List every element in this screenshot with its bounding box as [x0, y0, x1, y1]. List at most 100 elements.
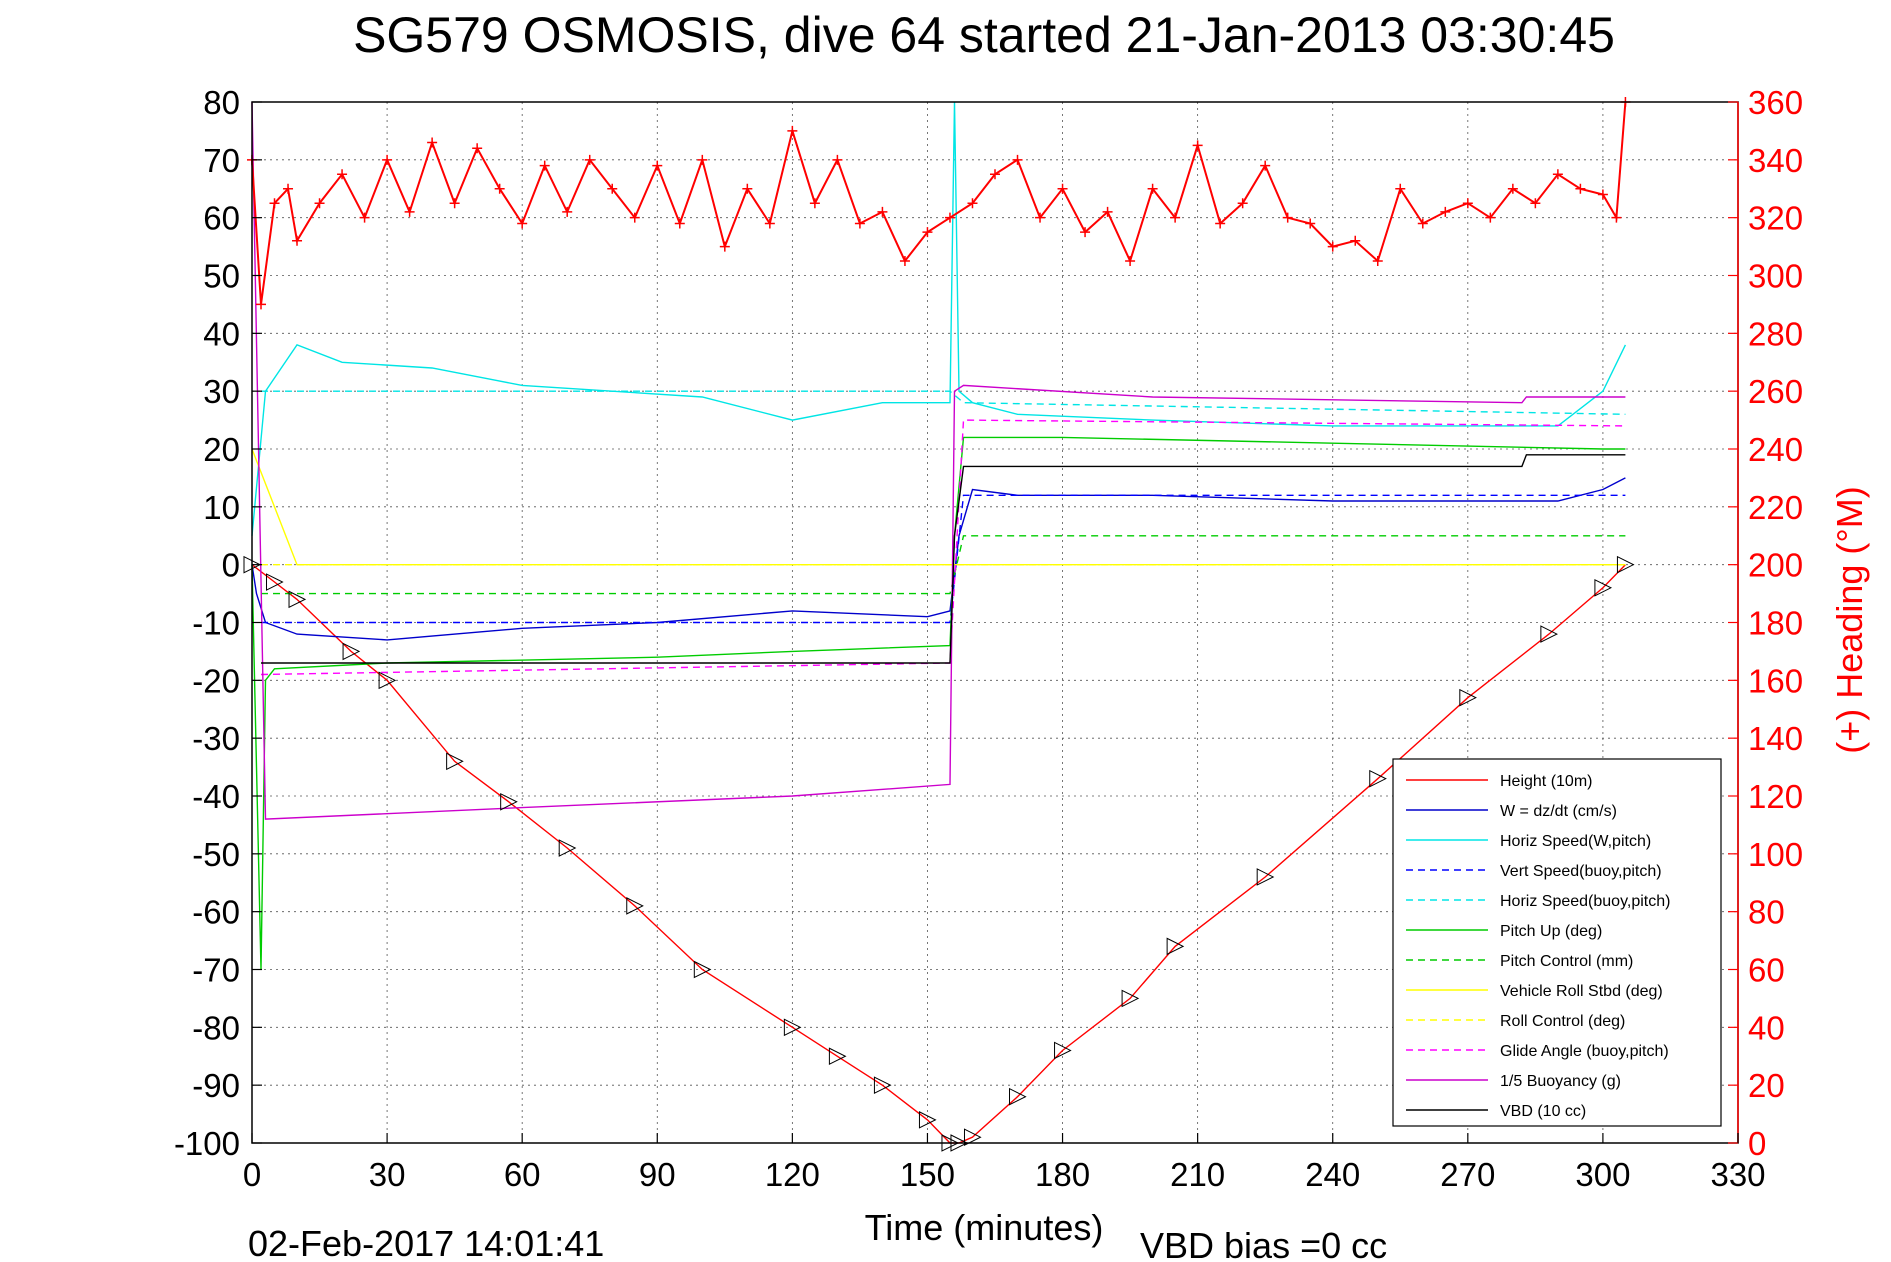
- legend-entry-3: Vert Speed(buoy,pitch): [1500, 863, 1662, 880]
- height-marker: [963, 1128, 982, 1147]
- x-tick-label: 60: [504, 1156, 541, 1193]
- height-marker: [288, 590, 307, 609]
- y-tick-label: -10: [192, 605, 240, 642]
- heading-marker: [1611, 212, 1622, 223]
- y-tick-label: 30: [203, 373, 240, 410]
- legend-entry-7: Vehicle Roll Stbd (deg): [1500, 983, 1663, 1000]
- height-marker: [1594, 578, 1613, 597]
- heading-marker: [764, 218, 775, 229]
- heading-marker: [899, 256, 910, 267]
- height-marker: [873, 1076, 892, 1094]
- height-marker: [558, 839, 577, 857]
- heading-marker: [922, 227, 933, 238]
- heading-marker: [517, 218, 528, 229]
- y2-tick-label: 280: [1748, 315, 1803, 352]
- chart-title: SG579 OSMOSIS, dive 64 started 21-Jan-20…: [353, 7, 1615, 63]
- heading-marker: [1057, 183, 1068, 194]
- x-tick-label: 90: [639, 1156, 676, 1193]
- heading-marker: [494, 183, 505, 194]
- y2-tick-label: 140: [1748, 720, 1803, 757]
- y2-tick-label: 360: [1748, 84, 1803, 121]
- x-tick-label: 0: [243, 1156, 261, 1193]
- heading-marker: [674, 218, 685, 229]
- x-tick-label: 150: [900, 1156, 955, 1193]
- series-line-1: [251, 477, 1626, 641]
- heading-marker: [832, 154, 843, 165]
- heading-marker: [854, 218, 865, 229]
- heading-marker: [1552, 169, 1563, 180]
- heading-marker: [382, 154, 393, 165]
- heading-marker: [1372, 256, 1383, 267]
- height-marker: [1009, 1087, 1027, 1106]
- heading-marker: [629, 212, 640, 223]
- legend-entry-5: Pitch Up (deg): [1500, 923, 1602, 940]
- y2-tick-label: 300: [1748, 258, 1803, 295]
- y2-tick-label: 160: [1748, 662, 1803, 699]
- heading-marker: [1507, 183, 1518, 194]
- series-line-0: [251, 564, 1626, 1144]
- x-tick-label: 240: [1305, 1156, 1360, 1193]
- height-marker: [1256, 868, 1275, 886]
- legend-entry-6: Pitch Control (mm): [1500, 953, 1633, 970]
- x-axis-ticks: 0 30 60 90 120 150 180 210 240 270 300 330: [243, 1133, 1766, 1193]
- y2-tick-label: 340: [1748, 142, 1803, 179]
- x-tick-label: 270: [1440, 1156, 1495, 1193]
- heading-marker: [1597, 189, 1608, 200]
- y-tick-label: -100: [174, 1125, 240, 1162]
- height-marker: [342, 642, 361, 661]
- y-tick-label: -80: [192, 1009, 240, 1046]
- heading-marker: [337, 169, 348, 180]
- heading-marker: [697, 154, 708, 165]
- heading-marker: [1440, 206, 1451, 217]
- x-tick-label: 180: [1035, 1156, 1090, 1193]
- y-tick-label: -30: [192, 720, 240, 757]
- heading-marker: [1327, 241, 1338, 252]
- heading-marker: [1147, 183, 1158, 194]
- heading-marker: [1260, 160, 1271, 171]
- y-axis-ticks: 80 70 60 50 40 30 20 10 0 -10 -20 -30 -40 -50 -60 -70 -8…: [174, 84, 262, 1162]
- y2-tick-label: 180: [1748, 605, 1803, 642]
- height-marker: [1616, 555, 1635, 574]
- heading-marker: [1125, 256, 1136, 267]
- height-marker: [1459, 688, 1477, 707]
- height-marker: [1540, 625, 1558, 643]
- height-marker: [693, 960, 712, 979]
- height-marker: [828, 1047, 847, 1066]
- height-marker: [1166, 937, 1185, 956]
- footer-date: 02-Feb-2017 14:01:41: [248, 1223, 604, 1262]
- legend-entry-2: Horiz Speed(W,pitch): [1500, 833, 1651, 850]
- series-line-4: [261, 390, 1626, 415]
- heading-marker: [787, 125, 798, 136]
- heading-marker: [1530, 198, 1541, 209]
- height-marker: [500, 792, 518, 811]
- heading-marker: [967, 198, 978, 209]
- legend-entry-10: 1/5 Buoyancy (g): [1500, 1073, 1621, 1090]
- heading-marker: [1035, 212, 1046, 223]
- y2-tick-label: 100: [1748, 836, 1803, 873]
- heading-marker: [1102, 206, 1113, 217]
- heading-marker: [269, 198, 280, 209]
- heading-marker: [283, 183, 294, 194]
- heading-marker: [1417, 218, 1428, 229]
- heading-marker: [809, 198, 820, 209]
- heading-marker: [1170, 212, 1181, 223]
- footer-vbd-bias: VBD bias =0 cc: [1140, 1225, 1387, 1262]
- y-tick-label: 80: [203, 84, 240, 121]
- y2-tick-label: 120: [1748, 778, 1803, 815]
- series-line-9: [260, 419, 1626, 676]
- y2-tick-label: 80: [1748, 894, 1785, 931]
- series-line-2: [251, 101, 1627, 536]
- x-tick-label: 330: [1710, 1156, 1765, 1193]
- heading-marker: [562, 206, 573, 217]
- legend-entry-11: VBD (10 cc): [1500, 1103, 1586, 1120]
- heading-marker: [449, 198, 460, 209]
- y-tick-label: -50: [192, 836, 240, 873]
- series-line-10: [251, 101, 1626, 820]
- heading-marker: [1237, 198, 1248, 209]
- y-tick-label: -90: [192, 1067, 240, 1104]
- heading-marker: [1395, 183, 1406, 194]
- x-tick-label: 300: [1575, 1156, 1630, 1193]
- heading-marker: [742, 183, 753, 194]
- heading-marker: [607, 183, 618, 194]
- height-marker: [446, 752, 464, 771]
